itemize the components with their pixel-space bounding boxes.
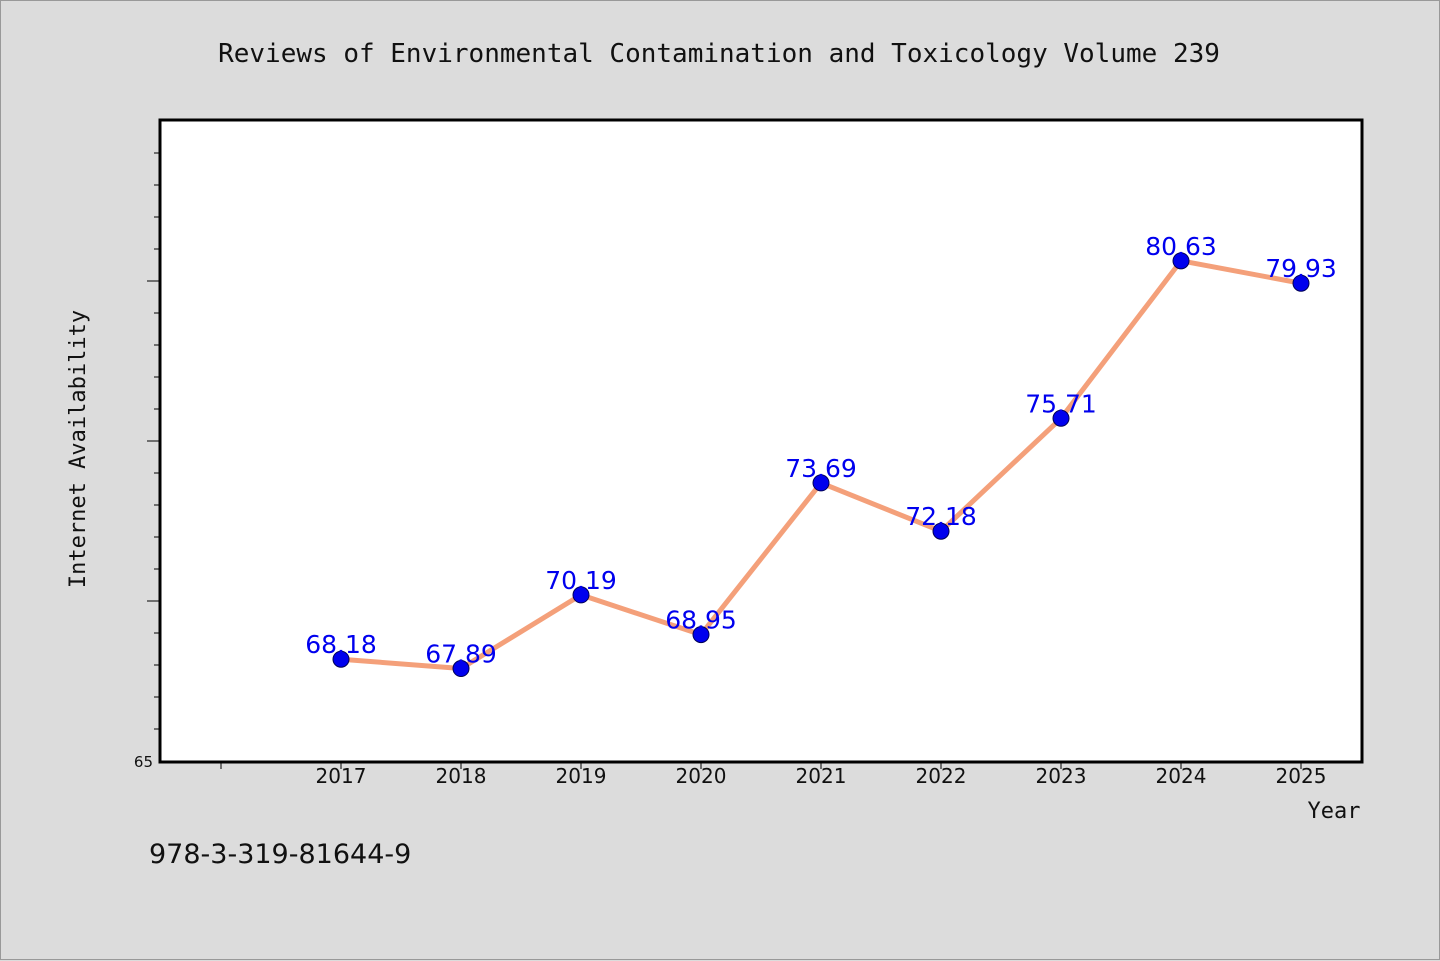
data-label: 75.71 (1025, 389, 1097, 418)
data-label: 70.19 (545, 566, 617, 595)
x-tick-label: 2020 (676, 764, 727, 788)
y-tick-label-min: 65 (134, 753, 153, 771)
data-point (812, 474, 830, 492)
x-tick-label: 2021 (796, 764, 847, 788)
data-label: 80.63 (1145, 232, 1217, 261)
x-axis-label: Year (1308, 799, 1361, 824)
data-point (332, 650, 350, 668)
x-tick-label: 2023 (1036, 764, 1087, 788)
y-axis-label: Internet Availability (66, 310, 91, 588)
x-axis-ticks (220, 763, 1302, 769)
data-label: 79.93 (1265, 254, 1337, 283)
isbn-footer: 978-3-319-81644-9 (149, 839, 411, 870)
x-tick-label: 2024 (1156, 764, 1207, 788)
series-group: 68.18 67.89 70.19 68.95 73.69 72.18 75.71 80.63… (305, 232, 1337, 678)
data-label: 68.95 (665, 606, 737, 635)
data-point (1292, 274, 1310, 292)
x-tick-label: 2019 (556, 764, 607, 788)
data-point (1172, 252, 1190, 270)
data-label: 68.18 (305, 630, 377, 659)
data-point (572, 586, 590, 604)
data-label: 67.89 (425, 640, 497, 669)
x-tick-label: 2022 (916, 764, 967, 788)
x-tick-label: 2017 (316, 764, 367, 788)
x-tick-label: 2018 (436, 764, 487, 788)
x-tick-label: 2025 (1276, 764, 1327, 788)
data-point (452, 660, 470, 678)
plot-area (158, 118, 1364, 764)
data-point (932, 522, 950, 540)
chart-title: Reviews of Environmental Contamination a… (218, 39, 1220, 69)
data-point (692, 626, 710, 644)
x-axis-tick-labels: 2017 2018 2019 2020 2021 2022 2023 2024 2025 (316, 764, 1327, 788)
data-point (1052, 409, 1070, 427)
y-axis-ticks (147, 152, 161, 730)
data-label: 73.69 (785, 454, 857, 483)
data-label: 72.18 (905, 502, 977, 531)
